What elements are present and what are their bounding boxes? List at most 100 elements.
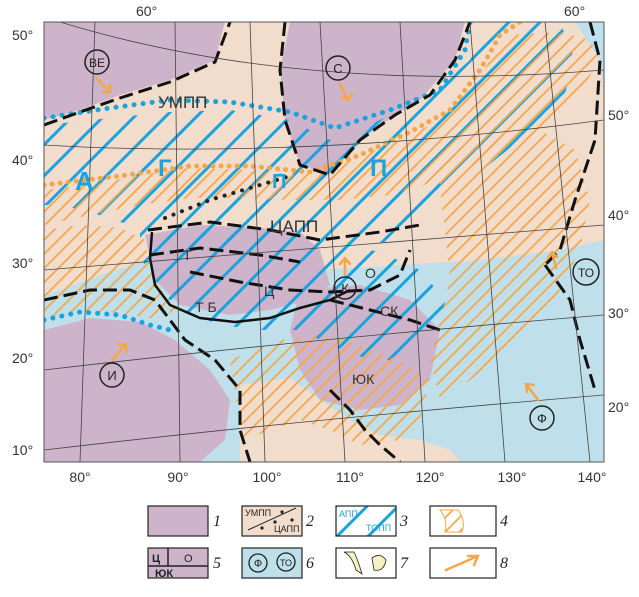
label-t: Т [183,247,192,263]
orange-hatch-belt-west [44,225,180,318]
legend-label-yuk: ЮК [155,568,173,580]
circled-k: К [333,276,357,300]
legend-label-umpp: УМПП [245,508,271,518]
legend-arrow-icon [444,554,480,572]
legend-num-6: 6 [306,555,314,572]
legend-swatch-orange-hatch [438,509,464,533]
legend-swatch-land-shape2 [371,555,387,571]
arrow-icon-s [338,82,354,102]
boundary-tsaidam [189,249,412,294]
bottom-label-140: 140° [578,469,607,485]
orange-arrows [94,76,559,402]
arrow-icon-to [546,250,559,270]
boundary-india [44,288,252,462]
craton-northwest [44,22,225,120]
legend-label-tsapp: ЦАПП [274,524,300,534]
bottom-label-120: 120° [416,469,445,485]
label-tb: Т Б [195,299,217,315]
legend-item-6: Ф ТО 6 [241,547,314,579]
boundary-siberia [278,22,472,177]
left-label-20: 20° [12,350,33,366]
boundary-tarim-north [147,220,421,242]
craton-india [44,318,230,462]
left-label-30: 30° [12,255,33,271]
circled-i-label: И [107,368,116,383]
circled-ve-label: ВЕ [89,56,105,70]
legend-item-8: 8 [429,547,508,579]
top-label-right: 60° [564,3,585,19]
boundary-yuk [328,388,401,462]
legend-divider-2 [247,507,297,531]
boundary-solid-tarim [148,231,351,324]
orange-hatch-belt-north [44,32,600,225]
graticule [44,22,604,462]
right-label-40: 40° [608,207,629,223]
right-label-30: 30° [608,305,629,321]
circled-to-label: ТО [578,266,594,280]
belt-letter-g: Г [158,155,172,182]
legend-num-2: 2 [306,513,314,530]
circled-f: Ф [529,405,555,431]
label-ts: Ц [264,283,275,299]
arrow-icon-ve [94,76,112,94]
circled-to: ТО [572,258,600,286]
bottom-label-90: 90° [167,469,188,485]
circled-i: И [99,362,125,388]
bottom-label-110: 110° [336,469,364,485]
legend-dividers-5 [148,548,208,567]
circled-s-label: С [333,61,342,76]
axis-labels: 60° 60° 50° 40° 30° 20° 10° 50° 40° 30° … [12,3,629,485]
legend-item-3: АПП ТОПП 3 [335,505,408,537]
left-label-40: 40° [12,152,33,168]
legend-num-4: 4 [500,513,508,530]
legend-item-7: 7 [335,547,409,579]
boundary-nw [44,22,232,127]
legend-swatch-terranes [147,547,209,579]
legend-label-to: ТО [280,558,292,568]
label-umpp: УМПП [158,93,207,112]
right-label-20: 20° [608,399,629,415]
legend-swatch-oceanic [241,547,303,579]
legend-num-1: 1 [213,513,221,530]
belt-letter-p1: П [272,171,286,193]
legend-swatch-craton [147,505,209,537]
blue-hatch-belt-central [140,225,445,360]
legend-label-f: Ф [254,558,262,570]
bottom-label-130: 130° [498,469,527,485]
terrane-boundaries [44,22,602,462]
left-label-50: 50° [12,27,33,43]
legend-num-5: 5 [213,555,221,572]
circled-f-label: Ф [537,411,547,426]
legend-num-3: 3 [399,513,408,530]
legend: 1 УМПП ЦАПП 2 АПП ТОПП 3 4 Ц [147,505,508,580]
arrow-icon-f [524,382,540,402]
map-body: УМПП ЦАПП Т Т Б Ц О СК ЮК А Г П П ВЕ С К… [44,22,604,462]
right-label-50: 50° [608,107,629,123]
map-frame [43,21,605,463]
legend-item-5: Ц О ЮК 5 [147,547,221,580]
legend-label-app: АПП [339,509,358,519]
belt-letter-p2: П [370,155,387,182]
legend-item-1: 1 [147,505,221,537]
boundary-east2 [543,264,597,391]
label-yuk: ЮК [352,371,375,387]
legend-swatch-fold-belt [241,505,303,537]
black-dotted-line [163,174,292,220]
legend-label-ts: Ц [152,553,160,565]
legend-label-topp: ТОПП [366,523,391,533]
legend-item-4: 4 [429,505,508,537]
label-tsapp: ЦАПП [270,217,318,236]
circled-s: С [325,55,351,81]
legend-item-2: УМПП ЦАПП 2 [241,505,314,537]
arrow-icon-i [110,342,128,362]
arrow-icon-k [338,256,352,277]
orange-hatch-belt-east [430,130,590,400]
circled-ve: ВЕ [84,49,110,75]
belt-letter-a: А [75,166,94,196]
legend-num-7: 7 [400,555,409,572]
orange-dotted-boundary [44,22,523,188]
bottom-label-80: 80° [69,469,90,485]
label-o: О [365,265,376,281]
top-label-left: 60° [136,3,157,19]
boundary-south-china [329,298,441,332]
